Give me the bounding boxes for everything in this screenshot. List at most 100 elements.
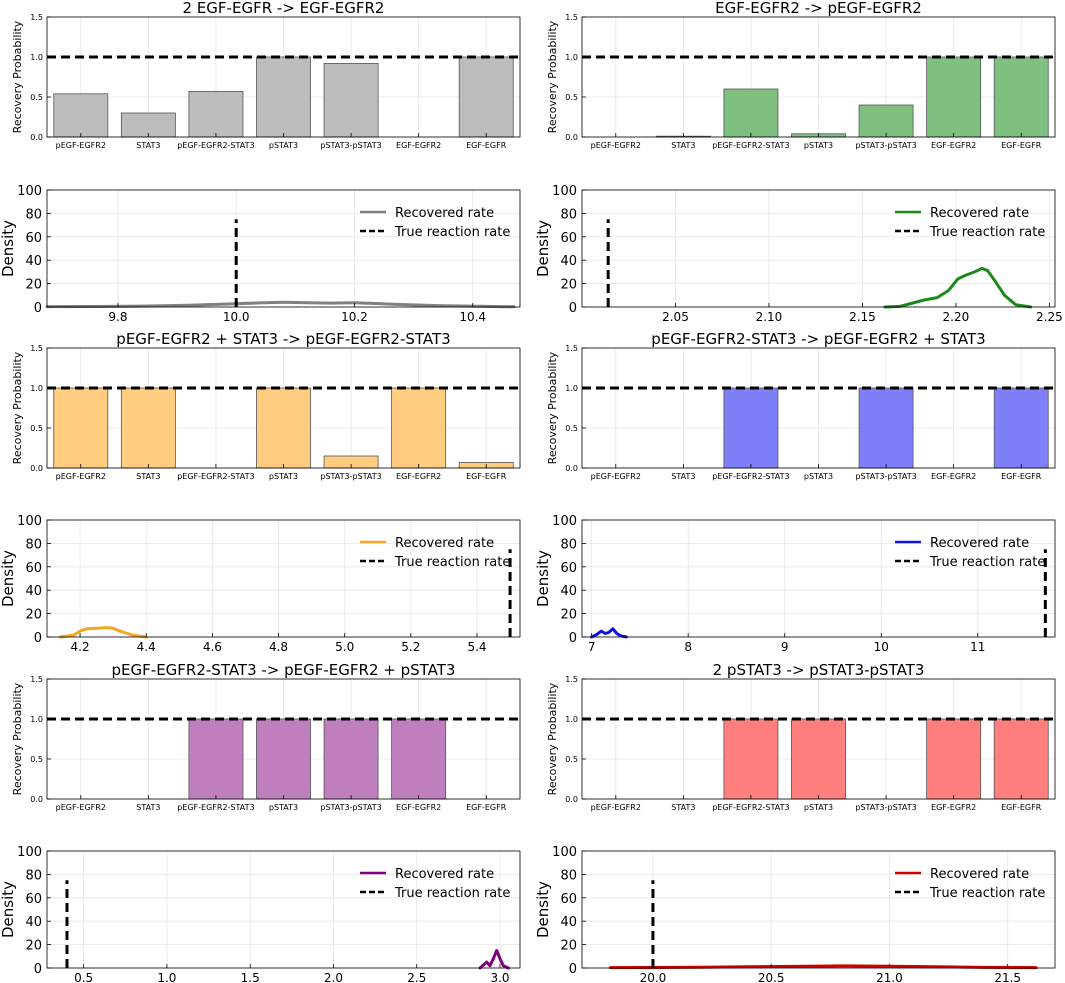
x-tick-label: EGF-EGFR2 — [931, 472, 976, 481]
subplot-title: 2 pSTAT3 -> pSTAT3-pSTAT3 — [713, 661, 925, 679]
x-tick-label: pEGF-EGFR2-STAT3 — [177, 803, 254, 812]
y-tick-label: 100 — [17, 514, 42, 529]
axes-frame — [46, 189, 521, 308]
legend-true-label: True reaction rate — [929, 886, 1045, 901]
bar-pEGF-EGFR2-STAT3 — [188, 718, 244, 800]
subplot-8: 0 20 40 60 80 100 7 8 9 10 11 Density Recovered rate… — [534, 514, 1056, 654]
y-tick-label: 40 — [25, 584, 42, 599]
x-tick-label: pEGF-EGFR2 — [591, 803, 641, 812]
x-tick-label: pEGF-EGFR2 — [56, 803, 106, 812]
x-tick-label: 4.2 — [71, 640, 90, 654]
y-axis-label: Recovery Probability — [11, 351, 24, 464]
y-tick-label: 1.0 — [565, 715, 578, 724]
y-tick-label: 1.0 — [565, 53, 578, 62]
legend-recovered-label: Recovered rate — [930, 867, 1029, 882]
subplot-2: 0.0 0.5 1.0 1.5 pEGF-EGFR2 STAT3 pEGF-EGFR2-ST… — [546, 0, 1056, 150]
y-tick-label: 0.0 — [565, 133, 578, 142]
y-tick-label: 20 — [25, 608, 42, 623]
bar-EGF-EGFR — [993, 56, 1049, 138]
recovered-rate-curve — [478, 949, 510, 970]
y-tick-label: 0.5 — [30, 755, 43, 764]
subplot-title: pEGF-EGFR2 + STAT3 -> pEGF-EGFR2-STAT3 — [116, 330, 450, 348]
recovered-rate-curve — [58, 626, 148, 639]
subplot-title: 2 EGF-EGFR -> EGF-EGFR2 — [183, 0, 385, 17]
y-axis-label: Density — [0, 220, 17, 277]
y-tick-label: 0.0 — [30, 464, 43, 473]
x-tick-label: 1.0 — [157, 971, 176, 983]
x-tick-label: 2.5 — [407, 971, 426, 983]
y-axis-label: Recovery Probability — [546, 20, 559, 133]
y-tick-label: 80 — [560, 537, 577, 552]
x-tick-label: pSTAT3-pSTAT3 — [855, 803, 916, 812]
x-tick-label: 2.25 — [1036, 310, 1063, 324]
x-tick-label: pSTAT3-pSTAT3 — [320, 803, 381, 812]
y-tick-label: 0 — [569, 962, 577, 977]
bar-pSTAT3-pSTAT3 — [323, 63, 379, 138]
y-axis-label: Recovery Probability — [546, 682, 559, 795]
bar-pEGF-EGFR2 — [53, 387, 109, 469]
subplot-title: pEGF-EGFR2-STAT3 -> pEGF-EGFR2 + pSTAT3 — [112, 661, 456, 679]
x-tick-label: EGF-EGFR — [466, 141, 507, 150]
y-axis-label: Density — [0, 550, 17, 607]
x-tick-label: 5.2 — [401, 640, 420, 654]
x-tick-label: pEGF-EGFR2-STAT3 — [712, 803, 789, 812]
x-tick-label: 21.0 — [876, 971, 903, 983]
y-tick-label: 0.5 — [565, 424, 578, 433]
y-tick-label: 60 — [560, 892, 577, 907]
y-tick-label: 0 — [34, 301, 42, 316]
bar-pSTAT3 — [791, 718, 846, 800]
y-tick-label: 1.5 — [30, 675, 43, 684]
subplot-5: 0.0 0.5 1.0 1.5 pEGF-EGFR2 STAT3 pEGF-EGFR2-ST… — [11, 330, 521, 481]
axes-frame — [581, 189, 1056, 308]
y-tick-label: 100 — [552, 184, 577, 199]
bar-pEGF-EGFR2-STAT3 — [723, 718, 779, 800]
y-tick-label: 80 — [560, 207, 577, 222]
y-tick-label: 60 — [560, 231, 577, 246]
x-tick-label: 20.0 — [640, 971, 667, 983]
y-tick-label: 80 — [25, 537, 42, 552]
x-tick-label: EGF-EGFR — [1001, 472, 1042, 481]
y-tick-label: 40 — [560, 584, 577, 599]
subplot-9: 0.0 0.5 1.0 1.5 pEGF-EGFR2 STAT3 pEGF-EGFR2-ST… — [11, 661, 521, 812]
bar-pSTAT3-pSTAT3 — [323, 718, 379, 800]
y-tick-label: 40 — [25, 254, 42, 269]
x-tick-label: STAT3 — [136, 472, 160, 481]
y-tick-label: 60 — [560, 561, 577, 576]
legend-true-label: True reaction rate — [394, 225, 510, 240]
y-tick-label: 0.0 — [30, 795, 43, 804]
bar-EGF-EGFR2 — [926, 718, 982, 800]
y-tick-label: 0 — [569, 631, 577, 646]
y-tick-label: 1.5 — [565, 13, 578, 22]
x-tick-label: pSTAT3 — [269, 472, 298, 481]
x-tick-label: EGF-EGFR — [466, 472, 507, 481]
x-tick-label: EGF-EGFR — [1001, 141, 1042, 150]
x-tick-label: EGF-EGFR2 — [931, 141, 976, 150]
x-tick-label: 2.10 — [756, 310, 783, 324]
legend-true-label: True reaction rate — [394, 555, 510, 570]
x-tick-label: 1.5 — [241, 971, 260, 983]
x-tick-label: pEGF-EGFR2 — [56, 472, 106, 481]
bar-pSTAT3 — [256, 56, 311, 138]
y-tick-label: 1.5 — [30, 13, 43, 22]
x-tick-label: 5.0 — [335, 640, 354, 654]
x-tick-label: 10.2 — [341, 310, 368, 324]
x-tick-label: pEGF-EGFR2-STAT3 — [712, 141, 789, 150]
x-tick-label: STAT3 — [671, 803, 695, 812]
y-tick-label: 1.0 — [30, 53, 43, 62]
x-tick-label: 8 — [684, 640, 692, 654]
x-tick-label: pSTAT3-pSTAT3 — [855, 141, 916, 150]
y-tick-label: 100 — [552, 845, 577, 860]
y-tick-label: 1.0 — [30, 384, 43, 393]
x-tick-label: 20.5 — [758, 971, 785, 983]
x-tick-label: 2.05 — [662, 310, 689, 324]
y-tick-label: 1.5 — [30, 344, 43, 353]
legend-recovered-label: Recovered rate — [930, 536, 1029, 551]
y-tick-label: 20 — [560, 608, 577, 623]
x-tick-label: pSTAT3-pSTAT3 — [320, 141, 381, 150]
y-axis-label: Density — [534, 220, 552, 277]
x-tick-label: 9 — [781, 640, 789, 654]
x-tick-label: pEGF-EGFR2-STAT3 — [712, 472, 789, 481]
x-tick-label: 11 — [970, 640, 985, 654]
x-tick-label: STAT3 — [136, 803, 160, 812]
y-axis-label: Density — [534, 881, 552, 938]
